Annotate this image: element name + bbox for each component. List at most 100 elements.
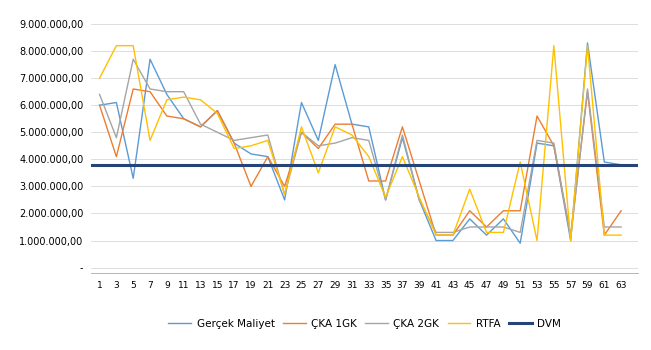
RTFA xyxy=(381,195,389,199)
ÇKA 2GK xyxy=(214,130,221,134)
Gerçek Maliyet xyxy=(499,217,507,221)
Gerçek Maliyet xyxy=(146,57,154,61)
Gerçek Maliyet xyxy=(365,125,372,129)
RTFA xyxy=(163,98,171,102)
Gerçek Maliyet xyxy=(533,141,541,145)
Gerçek Maliyet xyxy=(600,160,608,164)
RTFA xyxy=(281,193,288,197)
ÇKA 1GK xyxy=(432,233,440,237)
ÇKA 1GK xyxy=(281,184,288,189)
RTFA xyxy=(96,76,104,80)
Gerçek Maliyet xyxy=(314,138,322,142)
ÇKA 2GK xyxy=(331,141,339,145)
ÇKA 1GK xyxy=(230,141,238,145)
Gerçek Maliyet xyxy=(230,141,238,145)
ÇKA 2GK xyxy=(180,90,187,94)
RTFA xyxy=(449,233,457,237)
RTFA xyxy=(415,195,423,199)
ÇKA 2GK xyxy=(96,92,104,97)
ÇKA 1GK xyxy=(482,225,490,229)
Gerçek Maliyet xyxy=(381,198,389,202)
ÇKA 1GK xyxy=(617,209,625,213)
ÇKA 1GK xyxy=(331,122,339,126)
RTFA xyxy=(214,111,221,116)
Gerçek Maliyet xyxy=(550,144,558,148)
RTFA xyxy=(230,146,238,150)
ÇKA 1GK xyxy=(130,87,137,91)
ÇKA 2GK xyxy=(617,225,625,229)
RTFA xyxy=(482,230,490,235)
Line: Gerçek Maliyet: Gerçek Maliyet xyxy=(100,43,621,243)
ÇKA 2GK xyxy=(130,57,137,61)
ÇKA 2GK xyxy=(146,87,154,91)
ÇKA 2GK xyxy=(516,230,524,235)
ÇKA 2GK xyxy=(197,122,204,126)
RTFA xyxy=(398,155,406,159)
ÇKA 1GK xyxy=(398,125,406,129)
ÇKA 1GK xyxy=(600,233,608,237)
RTFA xyxy=(130,44,137,48)
Gerçek Maliyet xyxy=(482,233,490,237)
RTFA xyxy=(113,44,120,48)
Gerçek Maliyet xyxy=(264,155,271,159)
ÇKA 2GK xyxy=(163,90,171,94)
ÇKA 2GK xyxy=(113,135,120,140)
ÇKA 2GK xyxy=(482,225,490,229)
ÇKA 2GK xyxy=(567,236,575,240)
ÇKA 1GK xyxy=(314,146,322,150)
Line: ÇKA 1GK: ÇKA 1GK xyxy=(100,89,621,235)
Gerçek Maliyet xyxy=(331,63,339,67)
ÇKA 1GK xyxy=(533,114,541,118)
RTFA xyxy=(348,133,356,137)
Gerçek Maliyet xyxy=(398,135,406,140)
DVM xyxy=(87,163,95,167)
Gerçek Maliyet xyxy=(348,122,356,126)
Gerçek Maliyet xyxy=(298,100,305,105)
ÇKA 2GK xyxy=(583,87,591,91)
Gerçek Maliyet xyxy=(281,198,288,202)
ÇKA 1GK xyxy=(96,103,104,107)
Gerçek Maliyet xyxy=(449,238,457,243)
Gerçek Maliyet xyxy=(180,117,187,121)
Gerçek Maliyet xyxy=(247,152,255,156)
ÇKA 2GK xyxy=(298,130,305,134)
ÇKA 2GK xyxy=(314,144,322,148)
RTFA xyxy=(533,238,541,243)
RTFA xyxy=(331,125,339,129)
RTFA xyxy=(600,233,608,237)
ÇKA 1GK xyxy=(163,114,171,118)
Gerçek Maliyet xyxy=(466,217,474,221)
RTFA xyxy=(499,230,507,235)
ÇKA 1GK xyxy=(415,179,423,183)
Gerçek Maliyet xyxy=(96,103,104,107)
Gerçek Maliyet xyxy=(583,41,591,45)
ÇKA 2GK xyxy=(432,230,440,235)
ÇKA 1GK xyxy=(180,117,187,121)
ÇKA 1GK xyxy=(567,233,575,237)
ÇKA 1GK xyxy=(381,179,389,183)
ÇKA 2GK xyxy=(365,138,372,142)
Line: ÇKA 2GK: ÇKA 2GK xyxy=(100,59,621,238)
RTFA xyxy=(583,44,591,48)
ÇKA 2GK xyxy=(550,141,558,145)
ÇKA 2GK xyxy=(600,225,608,229)
RTFA xyxy=(516,160,524,164)
ÇKA 2GK xyxy=(281,193,288,197)
RTFA xyxy=(314,171,322,175)
RTFA xyxy=(298,125,305,129)
ÇKA 2GK xyxy=(398,133,406,137)
ÇKA 2GK xyxy=(449,230,457,235)
ÇKA 1GK xyxy=(214,108,221,113)
ÇKA 2GK xyxy=(264,133,271,137)
ÇKA 2GK xyxy=(415,198,423,202)
ÇKA 1GK xyxy=(516,209,524,213)
ÇKA 1GK xyxy=(197,125,204,129)
Gerçek Maliyet xyxy=(130,176,137,180)
Gerçek Maliyet xyxy=(163,92,171,97)
ÇKA 1GK xyxy=(583,90,591,94)
DVM xyxy=(96,163,104,167)
ÇKA 2GK xyxy=(466,225,474,229)
Gerçek Maliyet xyxy=(617,163,625,167)
ÇKA 1GK xyxy=(466,209,474,213)
Gerçek Maliyet xyxy=(567,238,575,243)
